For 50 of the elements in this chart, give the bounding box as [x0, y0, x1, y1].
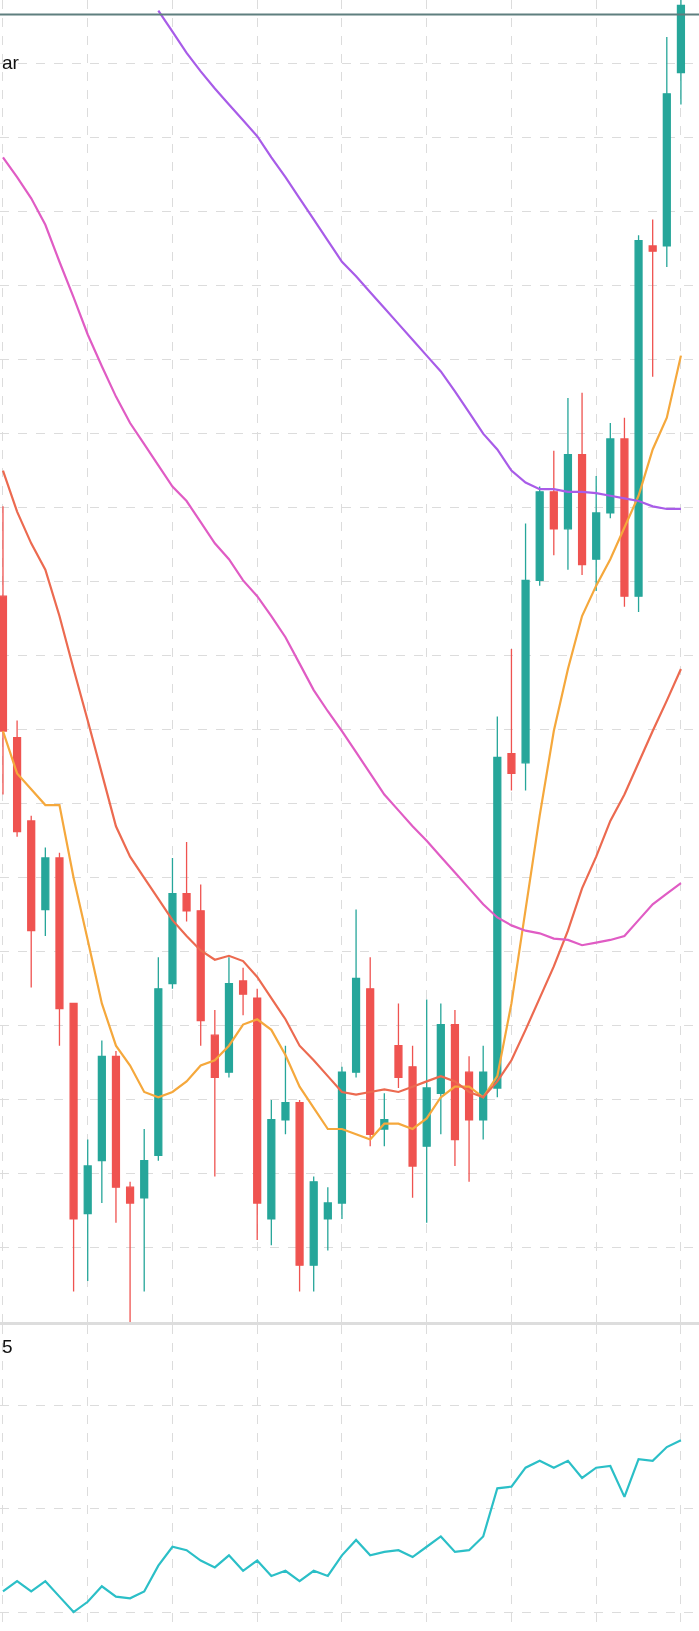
candlestick	[281, 1045, 290, 1135]
candlestick	[648, 218, 657, 378]
annotation: ar	[2, 52, 20, 73]
text: 5	[2, 1336, 13, 1357]
candlestick	[238, 967, 248, 1016]
candlestick	[55, 852, 64, 1047]
candlestick	[394, 1002, 403, 1089]
candlestick	[450, 1009, 460, 1167]
candlestick	[295, 1099, 304, 1293]
candlestick	[309, 1175, 318, 1293]
candlestick	[577, 391, 587, 576]
candlestick	[196, 883, 205, 1047]
candlestick	[563, 397, 573, 571]
candlestick	[535, 485, 544, 587]
candlestick	[634, 234, 643, 613]
candlestick	[479, 1045, 488, 1141]
candlestick	[422, 998, 431, 1224]
candlestick	[464, 1055, 474, 1183]
candlestick	[521, 522, 530, 792]
candlestick	[323, 1186, 332, 1252]
candlestick	[507, 648, 516, 792]
candlestick	[366, 956, 375, 1147]
candlestick	[224, 956, 234, 1079]
candlestick	[351, 908, 361, 1079]
candlestick	[27, 815, 36, 989]
candlestick	[0, 505, 8, 796]
candlestick	[253, 988, 262, 1241]
candlestick	[41, 846, 50, 937]
candlestick	[620, 417, 629, 608]
candlestick	[436, 1002, 445, 1135]
candlestick	[662, 36, 671, 268]
candlestick	[97, 1039, 106, 1204]
candlestick	[111, 1050, 121, 1224]
candlestick	[69, 1002, 78, 1293]
candlestick	[125, 1181, 135, 1322]
candlestick	[337, 1066, 347, 1220]
candlestick	[140, 1128, 149, 1293]
candlestick	[168, 857, 177, 990]
candlestick	[83, 1138, 92, 1282]
candlestick	[267, 1099, 276, 1246]
candlestick	[210, 1009, 219, 1178]
candlestick	[549, 450, 558, 556]
candlestick	[676, 0, 686, 106]
candlestick	[154, 956, 163, 1162]
candlestick	[12, 719, 22, 838]
candlestick	[606, 422, 615, 519]
candlestick	[592, 475, 601, 592]
candlestick	[182, 841, 191, 923]
candlestick	[493, 715, 502, 1098]
candlestick	[408, 1045, 417, 1199]
